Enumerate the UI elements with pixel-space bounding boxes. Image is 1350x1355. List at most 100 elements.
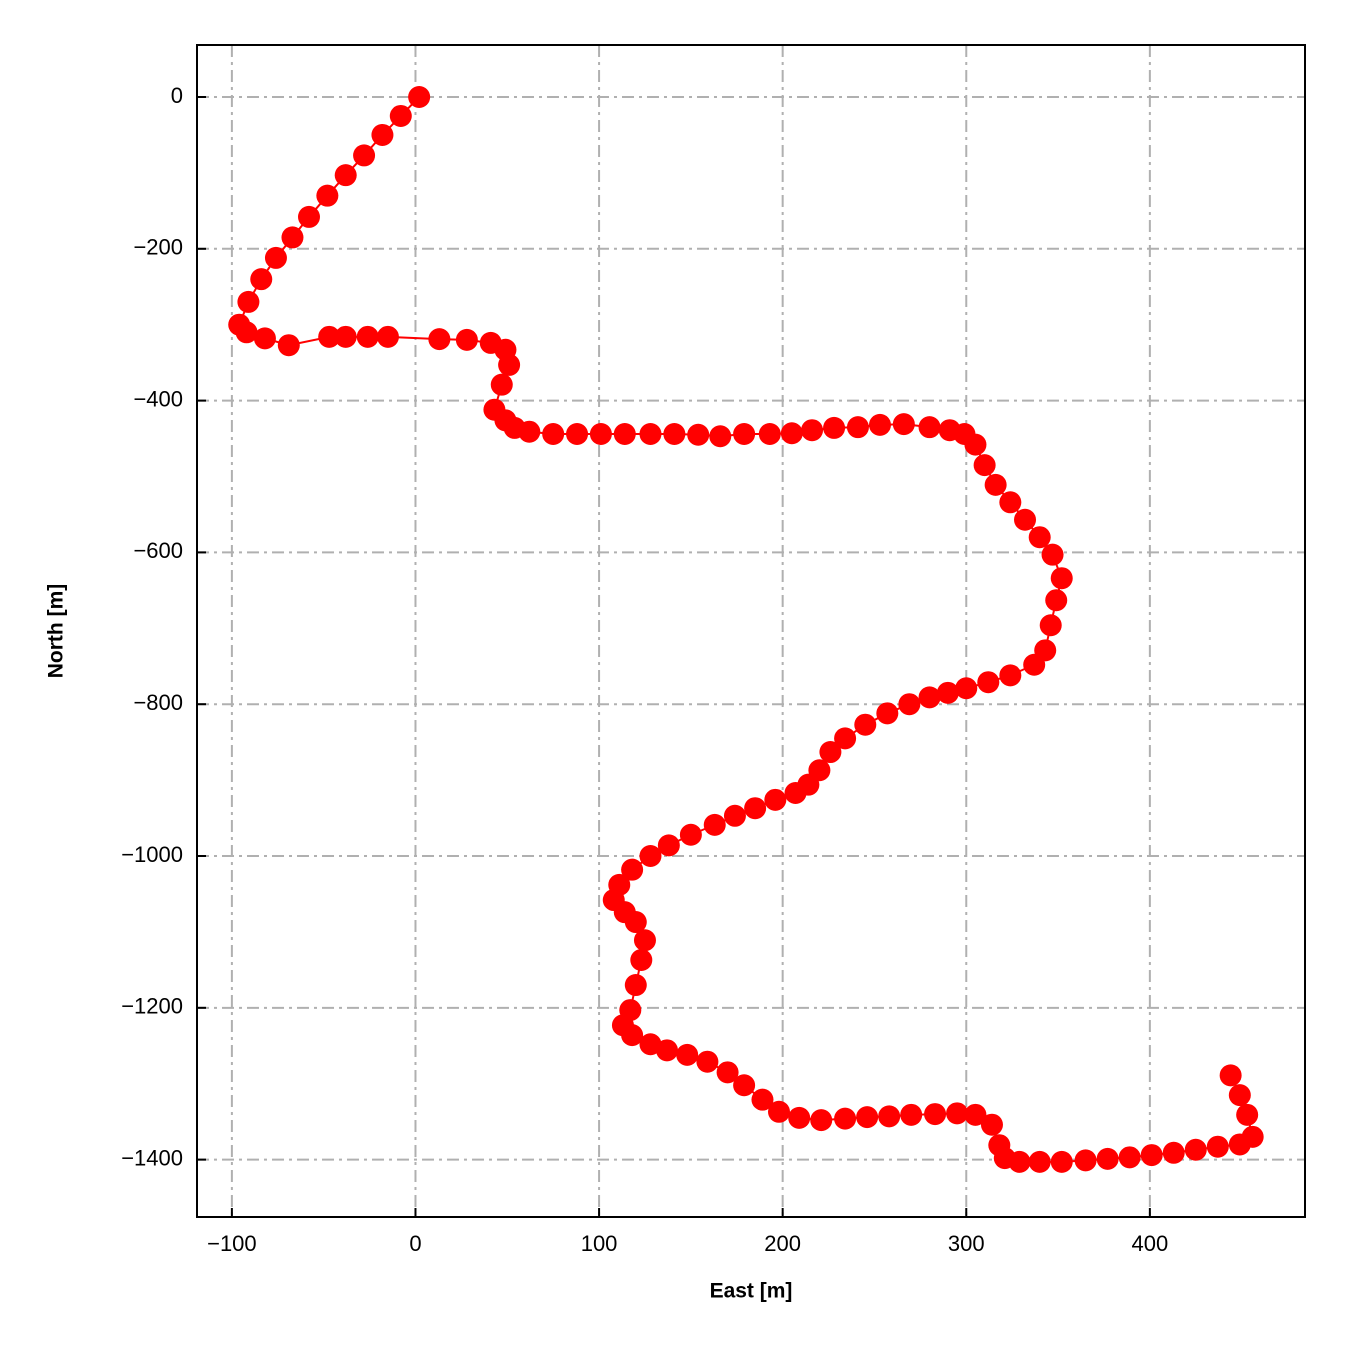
y-tick-label: −600 — [133, 538, 183, 563]
trajectory-point — [788, 1106, 811, 1129]
trajectory-point — [999, 664, 1022, 687]
trajectory-point — [253, 327, 276, 350]
trajectory-point — [1241, 1125, 1264, 1148]
trajectory-point — [589, 422, 612, 445]
trajectory-point — [1023, 653, 1046, 676]
y-tick-label: −1000 — [121, 842, 183, 867]
trajectory-point — [744, 797, 767, 820]
trajectory-point — [892, 413, 915, 436]
trajectory-point — [633, 929, 656, 952]
y-tick-label: −400 — [133, 386, 183, 411]
trajectory-point — [984, 473, 1007, 496]
trajectory-point — [898, 693, 921, 716]
trajectory-point — [1028, 1150, 1051, 1173]
trajectory-point — [733, 422, 756, 445]
trajectory-point — [709, 425, 732, 448]
trajectory-point — [1228, 1084, 1251, 1107]
trajectory-point — [946, 1102, 969, 1125]
trajectory-point — [868, 413, 891, 436]
trajectory-point — [703, 813, 726, 836]
trajectory-point — [751, 1088, 774, 1111]
trajectory-point — [356, 325, 379, 348]
trajectory-point — [823, 416, 846, 439]
trajectory-point — [235, 321, 258, 344]
trajectory-point — [758, 422, 781, 445]
x-tick-label: 100 — [581, 1231, 618, 1256]
trajectory-point — [621, 858, 644, 881]
trajectory-point — [1014, 508, 1037, 531]
trajectory-point — [498, 353, 521, 376]
trajectory-point — [389, 104, 412, 127]
trajectory-point — [250, 268, 273, 291]
trajectory-point — [408, 85, 431, 108]
trajectory-point — [1236, 1103, 1259, 1126]
trajectory-point — [1050, 1150, 1073, 1173]
x-tick-label: −100 — [207, 1231, 257, 1256]
trajectory-point — [846, 416, 869, 439]
trajectory-point — [566, 422, 589, 445]
y-tick-label: −1200 — [121, 994, 183, 1019]
trajectory-point — [977, 671, 1000, 694]
trajectory-point — [542, 422, 565, 445]
trajectory-point — [716, 1061, 739, 1084]
trajectory-point — [1028, 526, 1051, 549]
x-axis-label: East [m] — [710, 1280, 793, 1303]
trajectory-point — [237, 290, 260, 313]
trajectory-point — [1219, 1064, 1242, 1087]
trajectory-point — [277, 334, 300, 357]
trajectory-point — [624, 911, 647, 934]
trajectory-point — [878, 1105, 901, 1128]
trajectory-point — [1162, 1141, 1185, 1164]
trajectory-point — [955, 677, 978, 700]
trajectory-point — [767, 1100, 790, 1123]
y-axis-label: North [m] — [45, 584, 68, 678]
y-tick-label: 0 — [171, 83, 183, 108]
trajectory-point — [334, 325, 357, 348]
trajectory-point — [733, 1074, 756, 1097]
trajectory-point — [936, 681, 959, 704]
trajectory-point — [639, 845, 662, 868]
trajectory-point — [624, 974, 647, 997]
trajectory-point — [801, 419, 824, 442]
trajectory-point — [371, 123, 394, 146]
trajectory-point — [856, 1106, 879, 1129]
trajectory-point — [999, 491, 1022, 514]
trajectory-point — [964, 1103, 987, 1126]
trajectory-point — [723, 804, 746, 827]
trajectory-point — [639, 1033, 662, 1056]
trajectory-point — [1045, 589, 1068, 612]
trajectory-point — [490, 373, 513, 396]
trajectory-point — [1118, 1146, 1141, 1169]
trajectory-point — [428, 328, 451, 351]
x-tick-label: 0 — [409, 1231, 421, 1256]
trajectory-point — [676, 1043, 699, 1066]
trajectory-point — [639, 422, 662, 445]
trajectory-point — [696, 1050, 719, 1073]
trajectory-point — [679, 823, 702, 846]
trajectory-line — [238, 96, 1254, 1163]
trajectory-point — [764, 788, 787, 811]
trajectory-point — [780, 422, 803, 445]
trajectory-point — [621, 1024, 644, 1047]
trajectory-point — [1206, 1135, 1229, 1158]
trajectory-point — [657, 834, 680, 857]
trajectory-point — [281, 226, 304, 249]
x-tick-label: 200 — [764, 1231, 801, 1256]
trajectory-point — [924, 1103, 947, 1126]
trajectory-point — [900, 1103, 923, 1126]
x-tick-label: 300 — [948, 1231, 985, 1256]
trajectory-point — [918, 416, 941, 439]
trajectory-point — [876, 702, 899, 725]
trajectory-point — [318, 325, 341, 348]
trajectory-point — [834, 727, 857, 750]
trajectory-point — [455, 328, 478, 351]
trajectory-point — [980, 1113, 1003, 1136]
trajectory-point — [334, 164, 357, 187]
y-tick-label: −800 — [133, 690, 183, 715]
trajectory-point — [854, 713, 877, 736]
trajectory-point — [964, 433, 987, 456]
trajectory-point — [973, 454, 996, 477]
trajectory-point — [784, 782, 807, 805]
trajectory-point — [316, 184, 339, 207]
